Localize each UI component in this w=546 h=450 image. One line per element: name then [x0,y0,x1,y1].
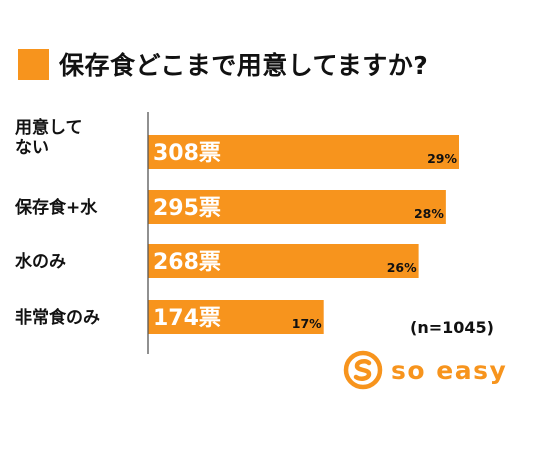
bar-count-label-2: 268票 [153,250,221,275]
bar-percent-label-2: 26% [387,260,417,275]
bar-3 [148,300,324,334]
bar-percent-label-1: 28% [414,206,444,221]
bar-1 [148,190,446,224]
category-label-0-line-0: 用意して [15,117,83,138]
sample-size-note: (n=1045) [410,318,494,337]
so-easy-logo-icon [343,350,383,390]
bar-percent-label-0: 29% [427,151,457,166]
bar-2 [148,244,419,278]
bar-count-label-3: 174票 [153,306,221,331]
brand-logo: so easy [343,350,507,390]
category-label-1: 保存食+水 [14,197,98,218]
bar-count-label-0: 308票 [153,141,221,166]
bar-percent-label-3: 17% [292,316,322,331]
category-label-0-line-1: ない [15,138,49,158]
category-label-3: 非常食のみ [15,307,100,328]
logo-wordmark: so easy [391,355,508,385]
title-marker [18,48,49,80]
bar-0 [148,135,459,169]
bar-count-label-1: 295票 [153,196,221,221]
category-label-2: 水のみ [15,251,66,272]
chart-title: 保存食どこまで用意してますか? [59,51,429,80]
chart-title-block: 保存食どこまで用意してますか? [18,47,428,81]
